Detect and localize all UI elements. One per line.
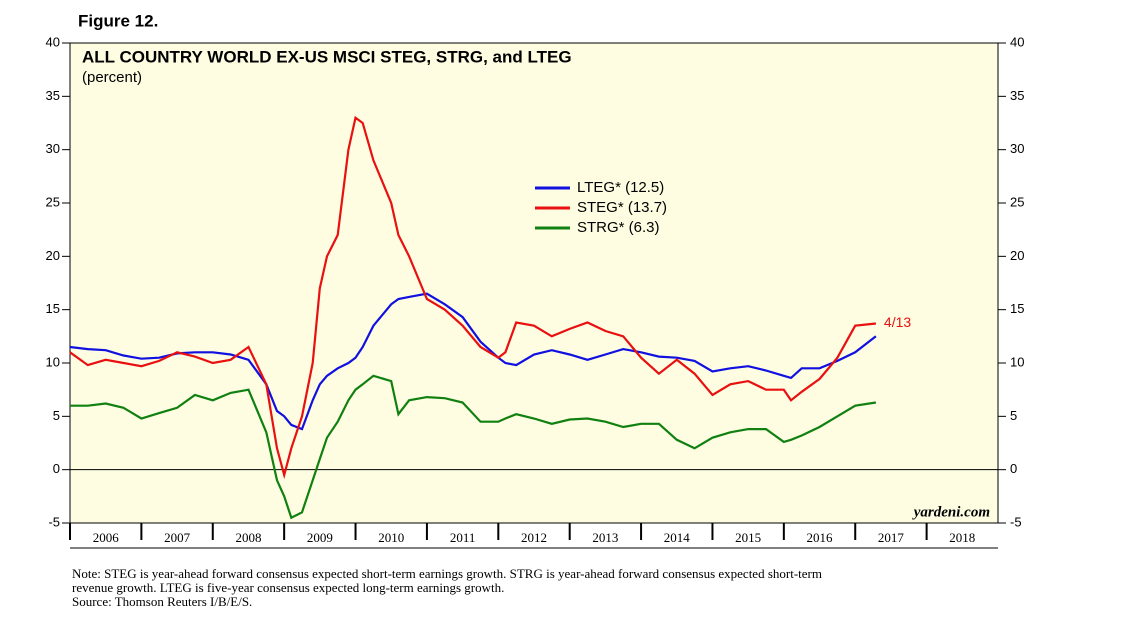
x-tick-label: 2009 [307, 530, 333, 545]
y-tick-label: 25 [1010, 194, 1024, 209]
y-tick-label: 0 [1010, 461, 1017, 476]
x-tick-label: 2010 [378, 530, 404, 545]
plot-area [69, 42, 999, 524]
note: Source: Thomson Reuters I/B/E/S. [72, 594, 252, 609]
end-label: 4/13 [884, 314, 911, 330]
legend-label: LTEG* (12.5) [577, 179, 664, 196]
y-tick-label: 20 [46, 248, 60, 263]
y-tick-label: 5 [53, 408, 60, 423]
x-tick-label: 2013 [592, 530, 618, 545]
x-tick-label: 2017 [878, 530, 905, 545]
y-tick-label: 30 [46, 141, 60, 156]
y-tick-label: 35 [1010, 88, 1024, 103]
y-tick-label: 25 [46, 194, 60, 209]
note: Note: STEG is year-ahead forward consens… [72, 566, 822, 581]
y-tick-label: 40 [46, 34, 60, 49]
chart-title: ALL COUNTRY WORLD EX-US MSCI STEG, STRG,… [82, 47, 572, 66]
legend-label: STEG* (13.7) [577, 199, 667, 216]
x-tick-label: 2016 [807, 530, 834, 545]
line-series [70, 374, 877, 520]
legend-label: STRG* (6.3) [577, 219, 660, 236]
y-tick-label: 5 [1010, 408, 1017, 423]
y-tick-label: 15 [1010, 301, 1024, 316]
y-tick-label: 0 [53, 461, 60, 476]
x-tick-label: 2007 [164, 530, 191, 545]
watermark: yardeni.com [912, 504, 990, 520]
figure-label: Figure 12. [78, 11, 158, 30]
y-tick-label: 35 [46, 88, 60, 103]
x-tick-label: 2012 [521, 530, 547, 545]
x-tick-label: 2014 [664, 530, 691, 545]
line-series [69, 292, 877, 431]
y-tick-label: -5 [48, 514, 60, 529]
y-tick-label: 30 [1010, 141, 1024, 156]
x-tick-label: 2015 [735, 530, 761, 545]
chart-subtitle: (percent) [82, 69, 142, 86]
y-tick-label: 10 [1010, 354, 1024, 369]
y-tick-label: 40 [1010, 34, 1024, 49]
line-series [69, 115, 877, 480]
x-tick-label: 2011 [450, 530, 476, 545]
x-tick-label: 2018 [949, 530, 975, 545]
x-tick-label: 2008 [235, 530, 261, 545]
y-tick-label: -5 [1010, 514, 1022, 529]
y-tick-label: 20 [1010, 248, 1024, 263]
x-tick-label: 2006 [93, 530, 120, 545]
note: revenue growth. LTEG is five-year consen… [72, 580, 504, 595]
y-tick-label: 10 [46, 354, 60, 369]
y-tick-label: 15 [46, 301, 60, 316]
